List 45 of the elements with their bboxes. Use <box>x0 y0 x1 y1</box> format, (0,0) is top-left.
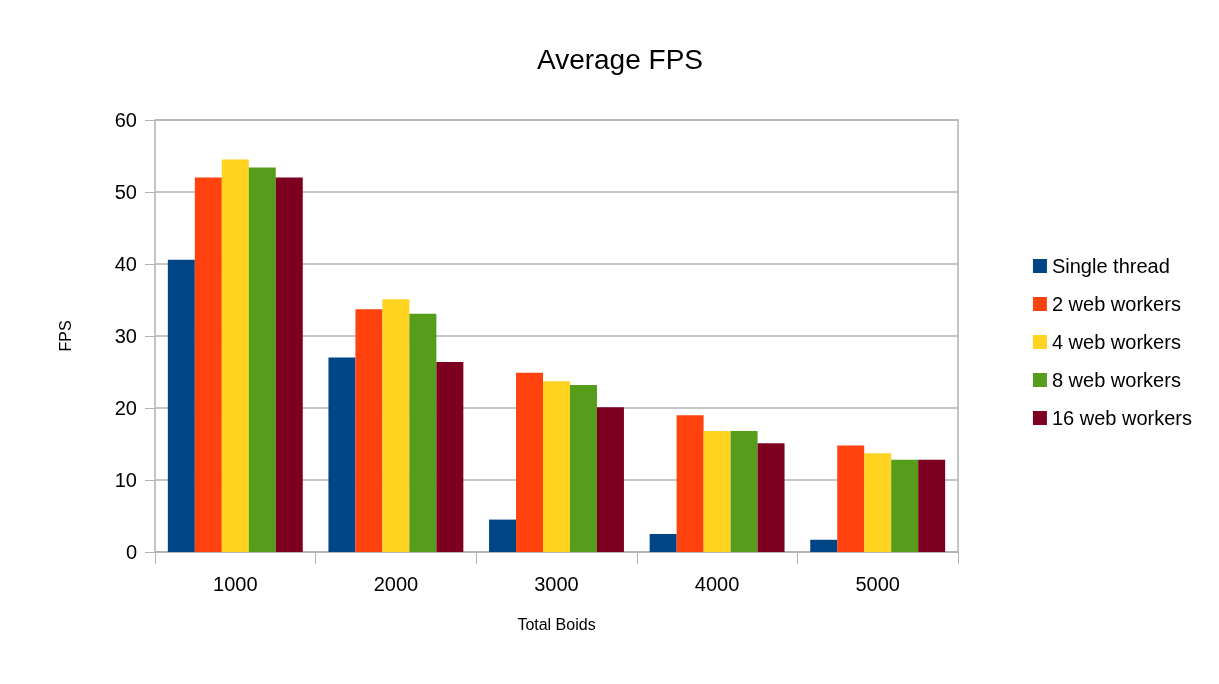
bar <box>221 159 249 552</box>
bar <box>676 415 704 552</box>
bar <box>649 534 677 552</box>
bar <box>918 459 946 552</box>
legend-label: 8 web workers <box>1051 369 1181 391</box>
bar <box>436 361 464 552</box>
bar <box>730 431 758 552</box>
bar <box>328 357 356 552</box>
y-tick-label: 60 <box>114 109 137 131</box>
bar <box>248 167 276 552</box>
y-tick-label: 0 <box>125 541 137 563</box>
y-tick-label: 20 <box>114 397 137 419</box>
y-axis-title: FPS <box>56 320 74 352</box>
bar <box>864 453 892 552</box>
bar <box>596 407 624 552</box>
x-tick-label: 4000 <box>694 573 740 595</box>
bar <box>489 519 517 552</box>
bar <box>837 445 865 552</box>
y-tick-label: 10 <box>114 469 137 491</box>
x-axis-title: Total Boids <box>517 615 596 633</box>
bar <box>167 259 195 552</box>
bar <box>543 381 570 552</box>
legend-label: 4 web workers <box>1051 331 1181 353</box>
bar <box>810 539 838 552</box>
legend-label: 2 web workers <box>1051 293 1181 315</box>
chart-title: Average FPS <box>536 43 704 75</box>
x-tick-label: 2000 <box>373 573 419 595</box>
bar <box>569 384 597 552</box>
bar <box>275 177 303 552</box>
bar <box>703 431 731 552</box>
bar <box>355 309 383 552</box>
bar <box>409 313 437 552</box>
bar <box>516 372 544 552</box>
bar <box>891 459 919 552</box>
legend-label: Single thread <box>1051 255 1170 277</box>
y-tick-label: 50 <box>114 181 137 203</box>
bar <box>382 299 410 552</box>
bar <box>194 177 222 552</box>
bar <box>757 443 785 552</box>
x-tick-label: 5000 <box>855 573 900 595</box>
y-tick-label: 30 <box>114 325 137 347</box>
x-tick-label: 1000 <box>213 573 258 595</box>
y-tick-label: 40 <box>114 253 137 275</box>
legend-label: 16 web workers <box>1051 407 1192 429</box>
x-tick-label: 3000 <box>534 573 579 595</box>
